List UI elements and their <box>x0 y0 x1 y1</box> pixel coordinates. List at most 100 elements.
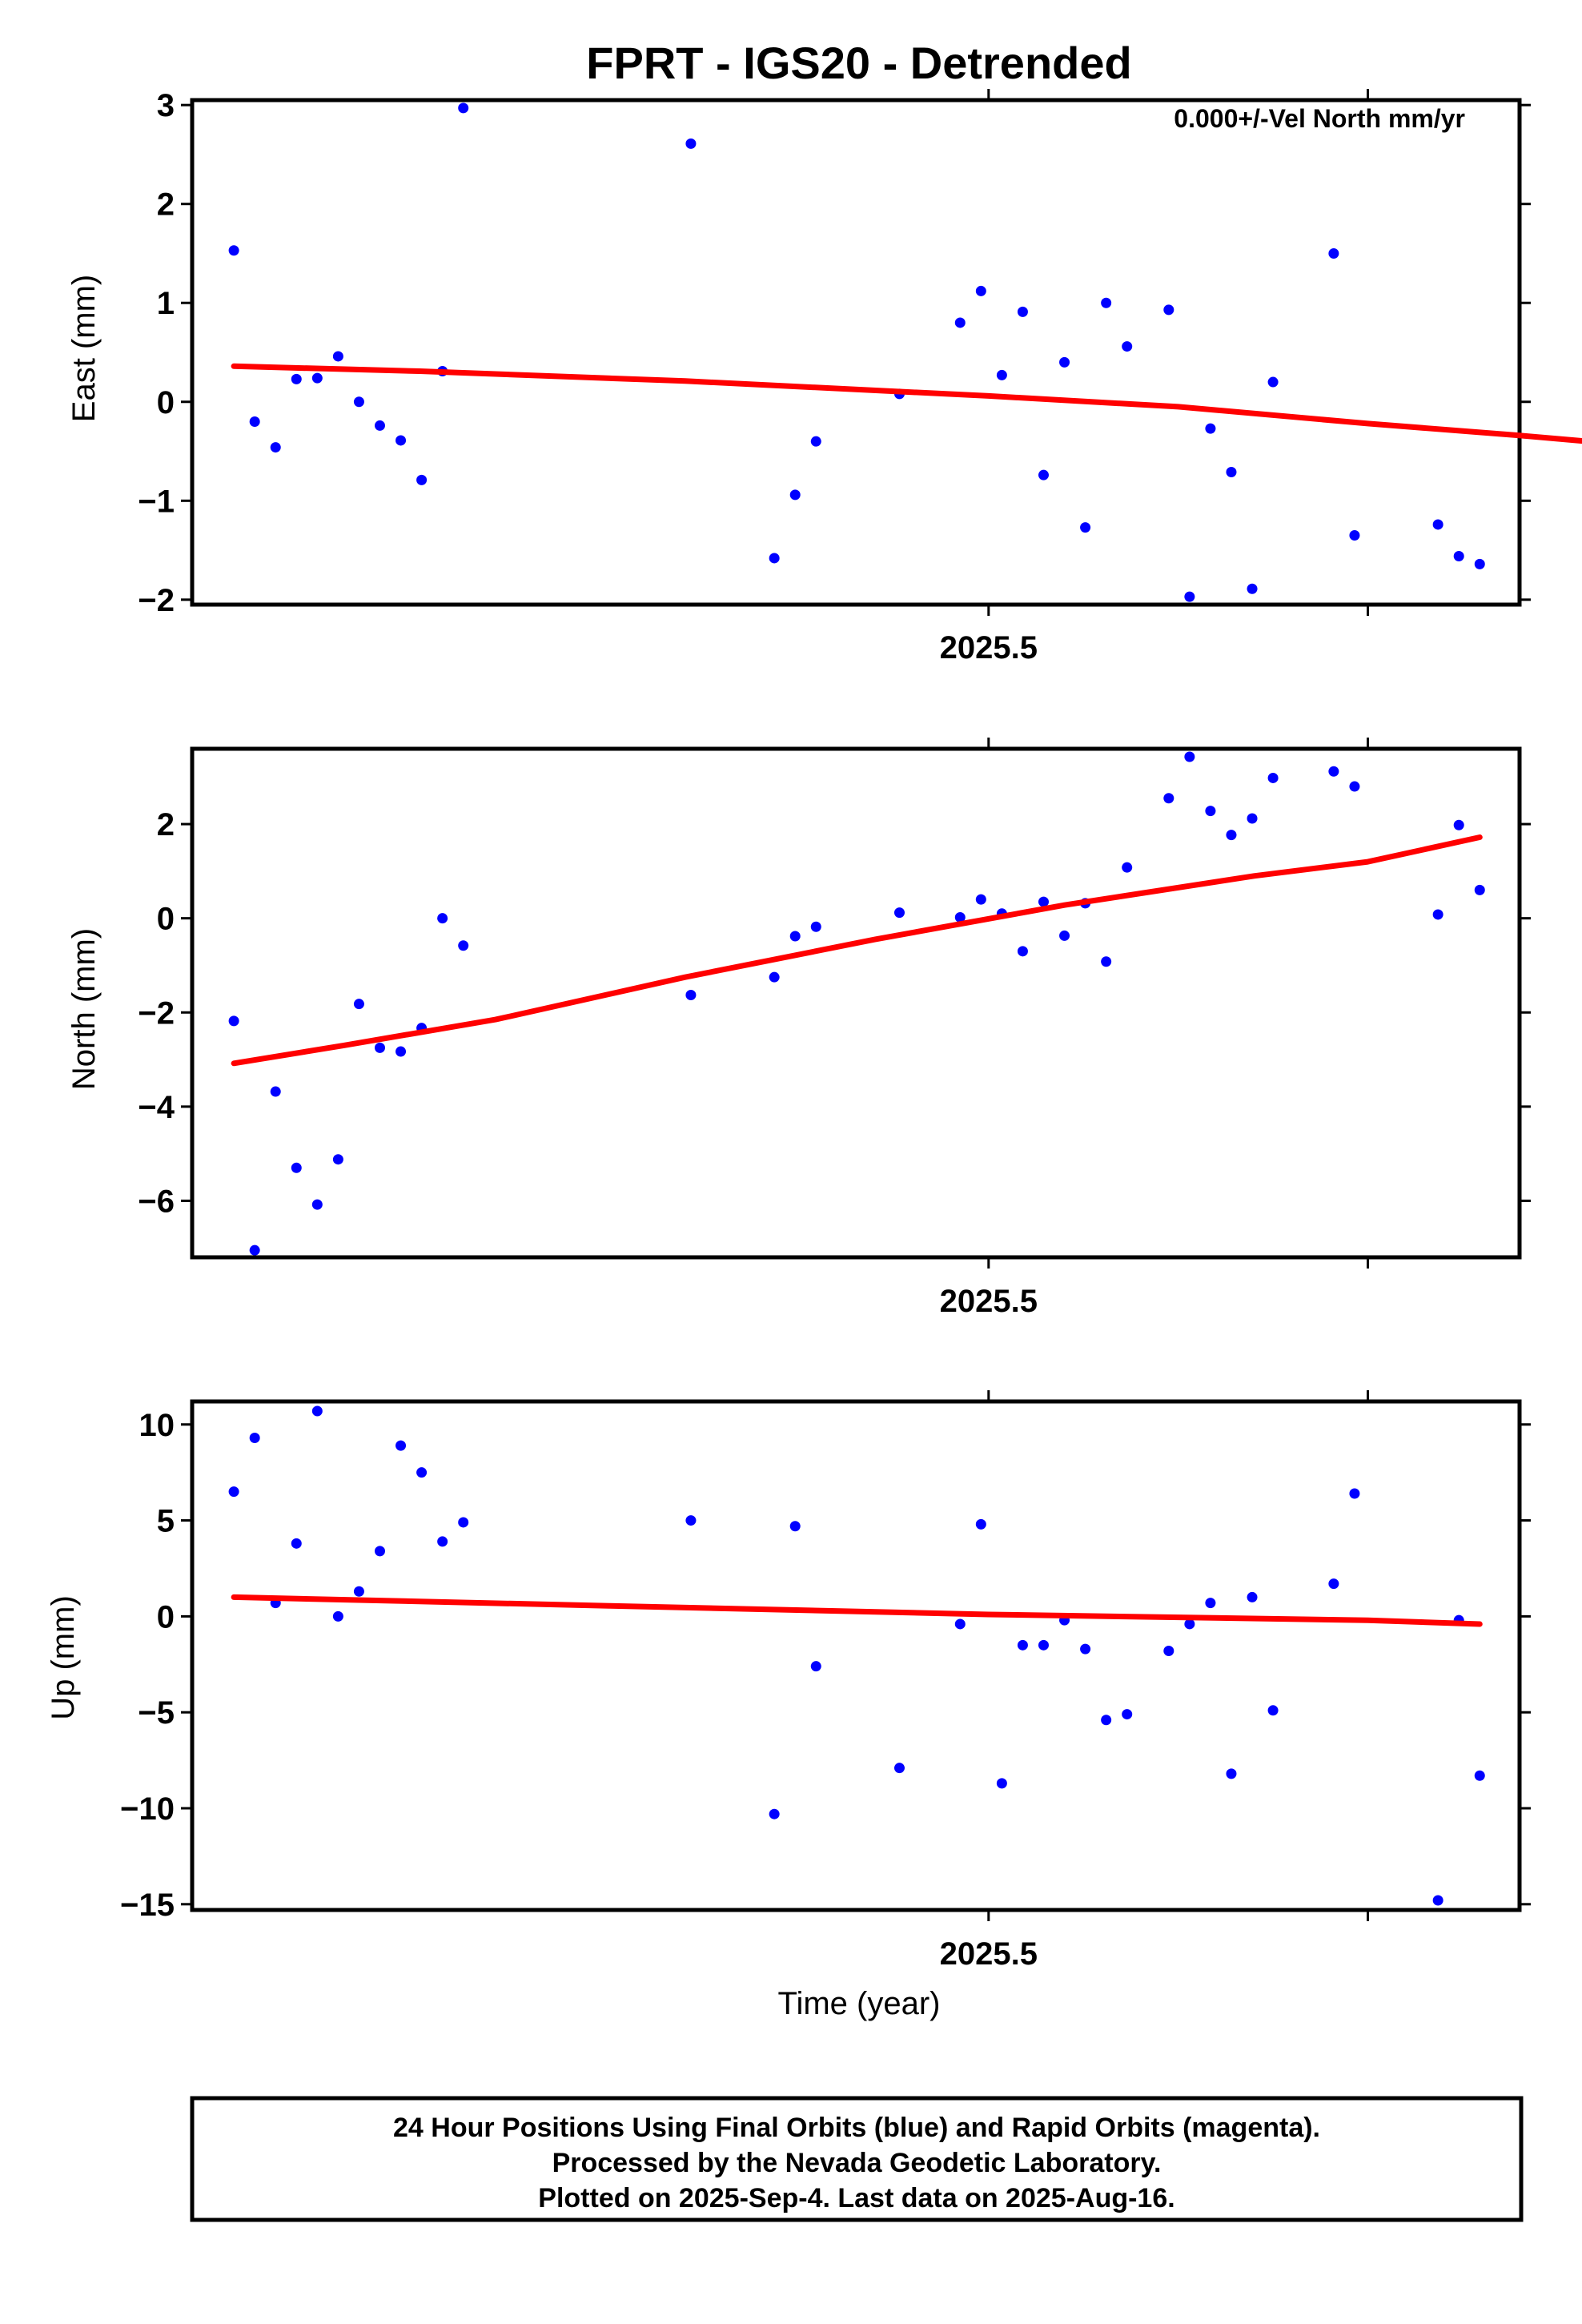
east-data-point <box>1247 583 1258 594</box>
east-ytick-label: 2 <box>157 187 175 223</box>
north-ytick-label: −4 <box>138 1090 175 1125</box>
north-data-point <box>685 990 697 1001</box>
north-data-point <box>769 971 780 983</box>
east-data-point <box>1017 306 1028 317</box>
up-data-point <box>1474 1770 1485 1781</box>
up-data-point <box>810 1661 821 1672</box>
east-data-point <box>353 396 364 408</box>
up-data-point <box>1122 1709 1133 1720</box>
east-data-point <box>996 369 1007 380</box>
north-data-point <box>249 1244 260 1256</box>
footer-box <box>190 2096 1524 2222</box>
up-data-point <box>1349 1488 1360 1499</box>
east-data-point <box>1226 466 1237 477</box>
up-y-axis-label: Up (mm) <box>46 1595 81 1720</box>
north-data-point <box>311 1199 323 1210</box>
north-data-point <box>353 999 364 1010</box>
east-data-point <box>769 553 780 564</box>
north-data-point <box>893 907 905 919</box>
up-data-point <box>228 1486 239 1498</box>
east-data-point <box>374 420 385 431</box>
north-data-point <box>954 911 966 923</box>
east-ytick-label: −1 <box>138 484 175 519</box>
up-data-point <box>1080 1643 1091 1655</box>
north-data-point <box>396 1046 407 1057</box>
up-data-point <box>1184 1618 1195 1630</box>
up-data-point <box>1101 1715 1112 1726</box>
up-data-point <box>416 1467 428 1478</box>
north-data-point <box>1184 751 1195 762</box>
north-data-point <box>1328 766 1339 777</box>
north-data-point <box>1226 830 1237 841</box>
north-y-axis-label: North (mm) <box>66 928 102 1090</box>
east-data-point <box>396 435 407 446</box>
x-axis-label: Time (year) <box>778 1986 941 2021</box>
up-data-point <box>1247 1591 1258 1602</box>
north-ytick-label: 2 <box>157 807 175 842</box>
east-velocity-annotation: 0.000+/-Vel North mm/yr <box>1174 104 1465 133</box>
north-trend-line <box>231 834 1483 1067</box>
north-data-point <box>1432 909 1443 920</box>
up-ytick-label: −5 <box>138 1695 175 1731</box>
east-y-axis-label: East (mm) <box>66 275 102 422</box>
east-data-point <box>228 245 239 256</box>
east-data-point <box>810 436 821 447</box>
north-data-point <box>270 1086 281 1097</box>
north-ytick-label: −6 <box>138 1184 175 1219</box>
up-data-point <box>1163 1646 1174 1657</box>
north-data-point <box>374 1042 385 1053</box>
east-data-point <box>1038 469 1049 480</box>
east-data-point <box>1122 341 1133 352</box>
north-data-point <box>228 1015 239 1027</box>
up-trend-line <box>231 1594 1483 1627</box>
east-data-point <box>789 489 801 501</box>
east-data-point <box>332 351 343 362</box>
up-data-point <box>685 1515 697 1526</box>
up-data-point <box>458 1517 469 1528</box>
east-data-point <box>1328 247 1339 259</box>
footer-line-3: Plotted on 2025-Sep-4. Last data on 2025… <box>538 2183 1174 2213</box>
east-data-point <box>458 103 469 114</box>
up-panel: −15 −10 −5 0 5 10 2025.5 Up (mm) <box>46 1390 1531 1972</box>
north-xtick-label: 2025.5 <box>940 1284 1038 1319</box>
east-data-point <box>416 474 428 485</box>
north-data-point <box>1247 813 1258 824</box>
east-data-point <box>311 372 323 384</box>
up-data-point <box>769 1808 780 1819</box>
up-data-point <box>1017 1639 1028 1651</box>
north-ytick-label: 0 <box>157 902 175 937</box>
east-ytick-label: 1 <box>157 286 175 321</box>
north-data-point <box>810 921 821 932</box>
up-xtick-label: 2025.5 <box>940 1936 1038 1972</box>
east-data-point <box>291 373 302 384</box>
east-data-point <box>954 317 966 328</box>
east-data-point <box>1101 297 1112 308</box>
north-data-point <box>1122 862 1133 873</box>
east-ytick-label: 0 <box>157 385 175 420</box>
east-data-point <box>1349 530 1360 541</box>
up-data-point <box>1038 1639 1049 1651</box>
east-data-point <box>1267 376 1279 388</box>
up-data-point <box>1267 1705 1279 1716</box>
up-data-point <box>332 1610 343 1622</box>
up-data-point <box>311 1405 323 1417</box>
north-data-point <box>975 894 986 905</box>
east-data-point <box>1184 591 1195 602</box>
east-trend-line <box>231 363 1582 444</box>
up-data-point <box>374 1546 385 1557</box>
north-data-point <box>1163 793 1174 804</box>
north-panel: −6 −4 −2 0 2 2025.5 North (mm) <box>66 738 1531 1319</box>
east-data-point <box>1453 550 1464 561</box>
north-data-point <box>291 1162 302 1173</box>
footer-line-2: Processed by the Nevada Geodetic Laborat… <box>552 2148 1162 2178</box>
up-data-point <box>291 1538 302 1549</box>
north-plot-frame <box>190 746 1522 1260</box>
east-data-point <box>1474 558 1485 569</box>
footer-line-1: 24 Hour Positions Using Final Orbits (bl… <box>393 2113 1320 2143</box>
up-ytick-label: −10 <box>120 1791 175 1827</box>
north-data-point <box>1453 819 1464 830</box>
east-ytick-label: −2 <box>138 583 175 618</box>
north-data-point <box>1205 806 1216 817</box>
up-data-point <box>437 1536 448 1547</box>
north-data-point <box>789 931 801 942</box>
